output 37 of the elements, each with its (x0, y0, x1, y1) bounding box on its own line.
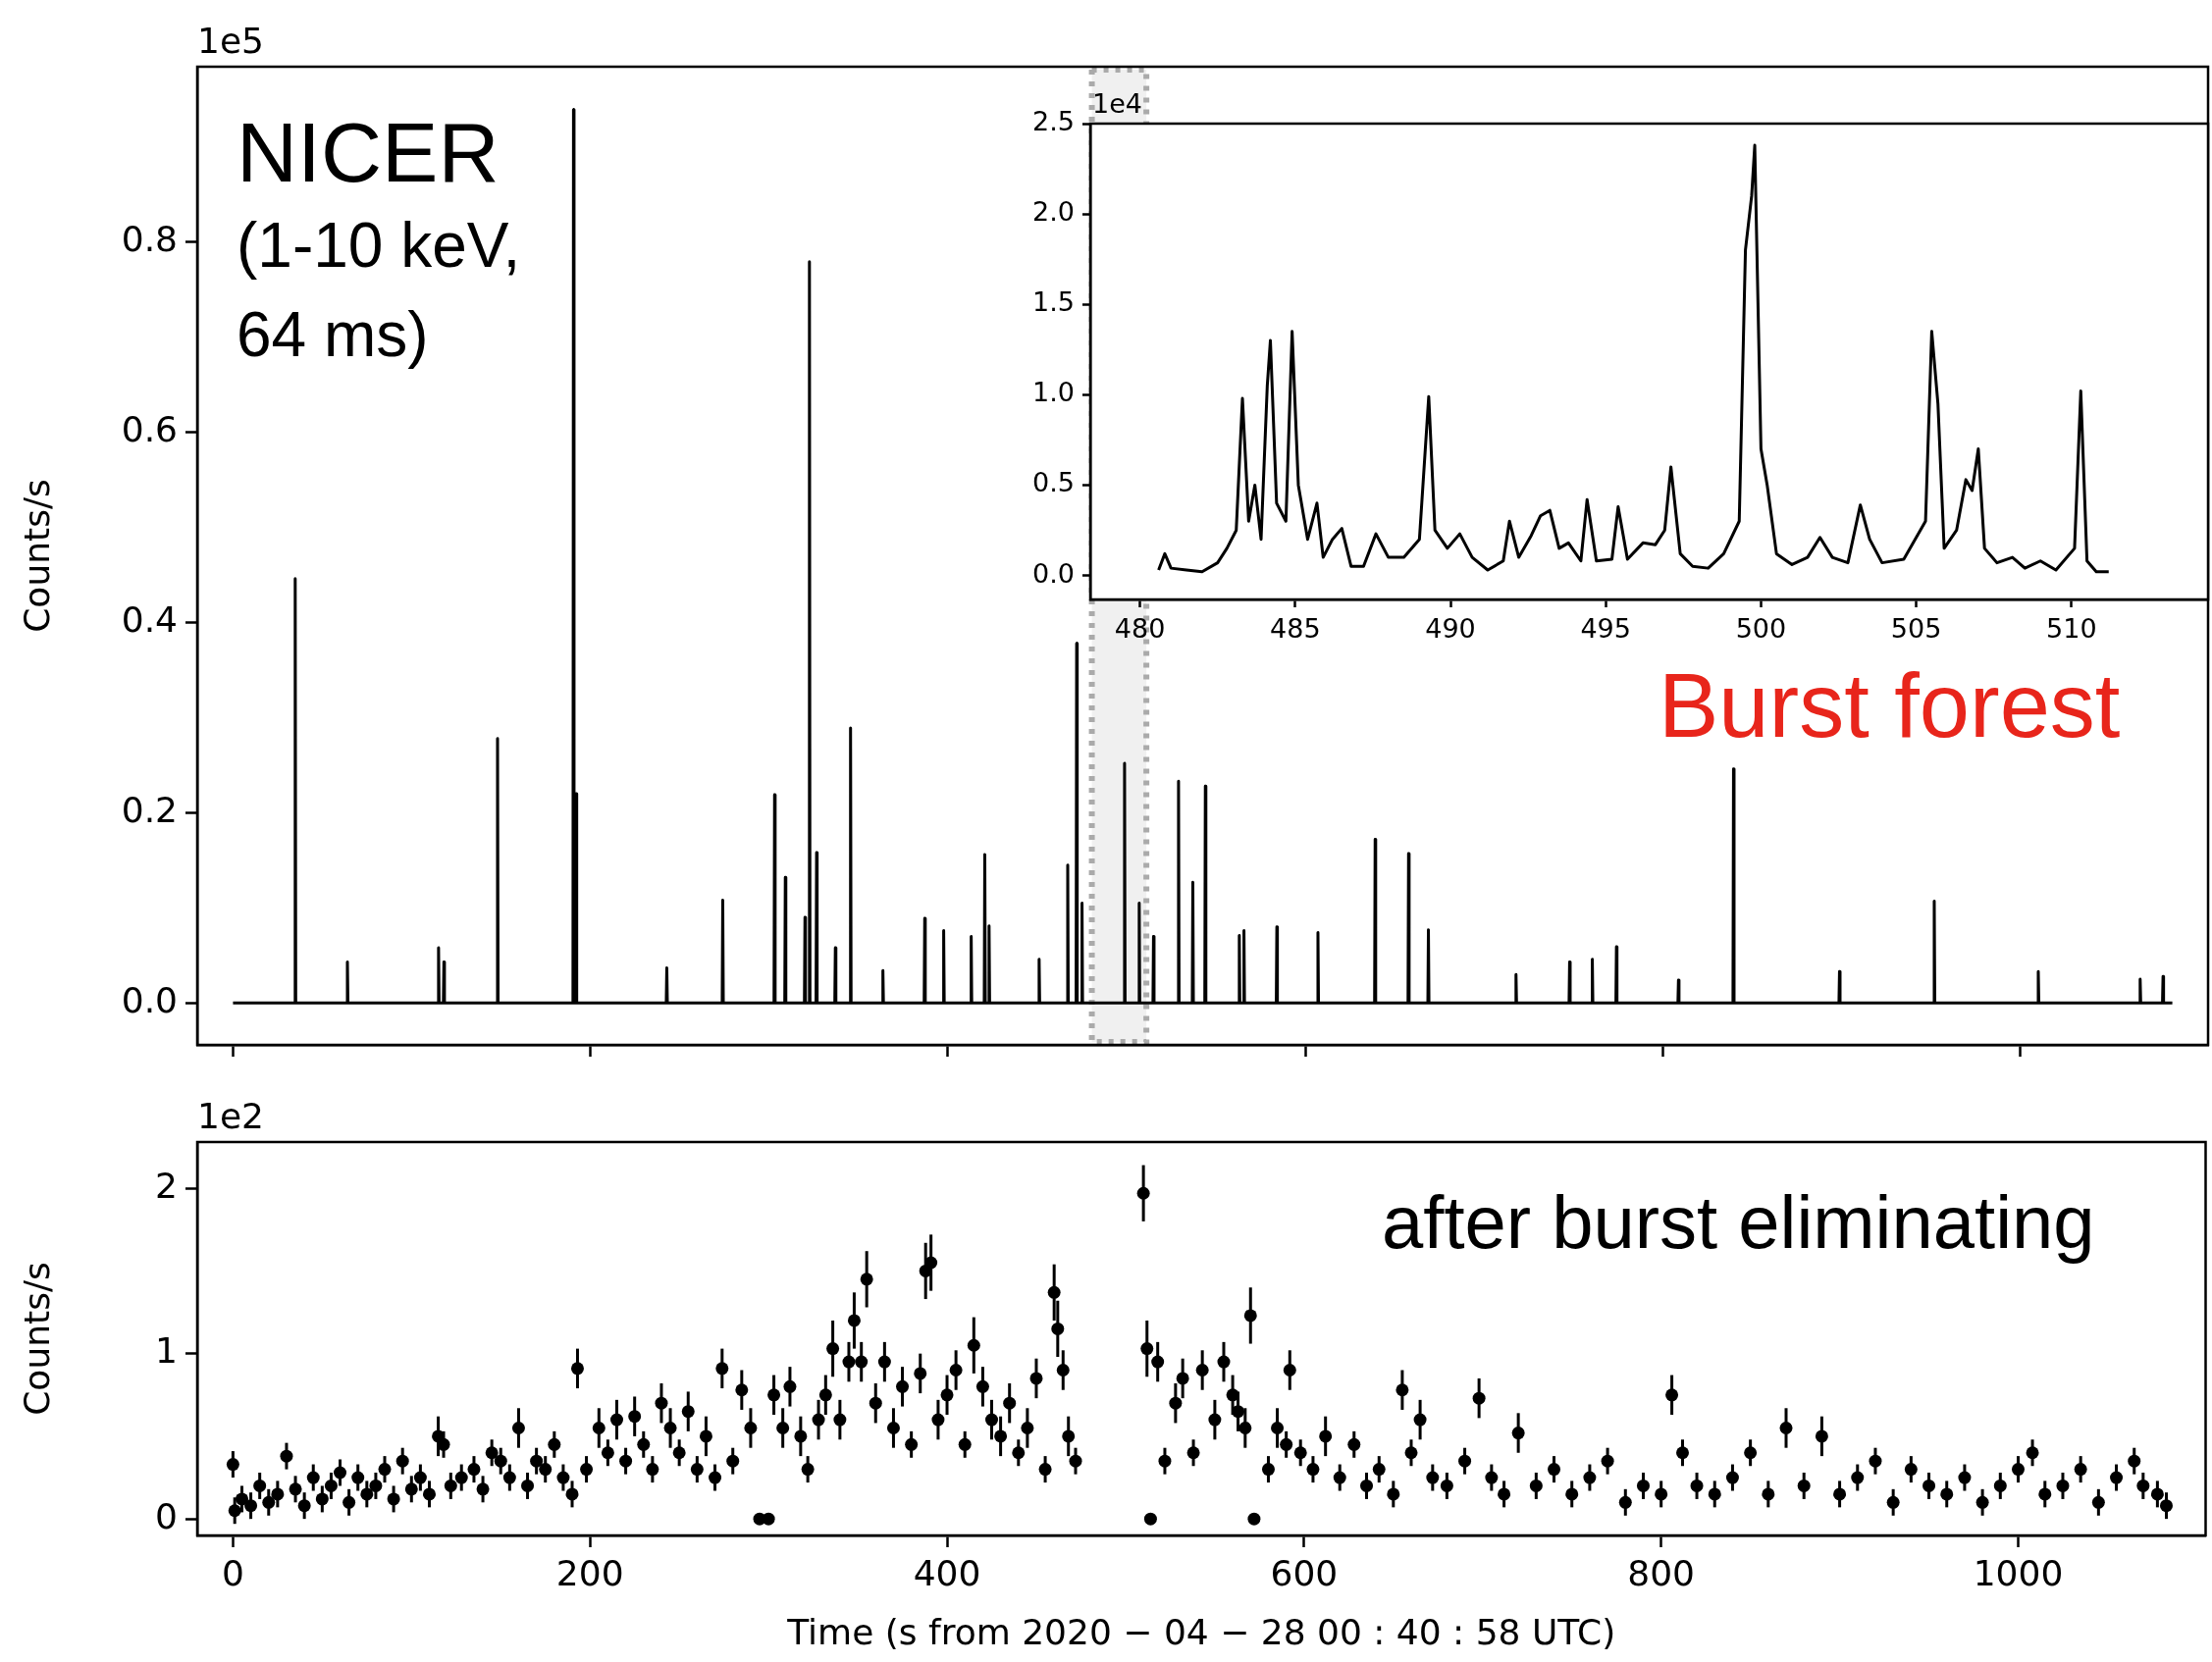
y-tick-label: 0.0 (121, 979, 178, 1020)
y-tick-label: 0 (155, 1495, 178, 1536)
y-tick-label: 1 (155, 1330, 178, 1372)
x-tick-label: 0 (221, 1552, 244, 1593)
y-tick-label: 1.0 (1032, 377, 1075, 408)
x-tick-label: 200 (555, 1552, 624, 1593)
y-tick-label: 0.4 (121, 598, 178, 640)
x-tick-label: 510 (2046, 613, 2097, 645)
y-tick-label: 2 (155, 1165, 178, 1206)
x-tick-label: 400 (913, 1552, 981, 1593)
y-tick-label: 0.0 (1032, 557, 1075, 589)
text: 1e2 (197, 1095, 264, 1138)
y-axis-title: Counts/s (16, 479, 57, 633)
annotation: 1e4 (1092, 88, 1142, 121)
x-tick-label: 500 (1735, 613, 1787, 645)
y-axis-title: Counts/s (16, 1262, 57, 1416)
x-tick-label: 485 (1270, 613, 1321, 645)
y-tick-label: 2.5 (1032, 106, 1075, 137)
x-tick-label: 480 (1114, 613, 1166, 645)
x-tick-label: 495 (1580, 613, 1631, 645)
x-tick-label: 1000 (1973, 1552, 2064, 1593)
x-tick-label: 800 (1627, 1552, 1696, 1593)
annotation: NICER (237, 104, 500, 201)
y-tick-label: 0.5 (1032, 467, 1075, 498)
x-tick-label: 505 (1890, 613, 1942, 645)
annotation: after burst eliminating (1382, 1179, 2095, 1266)
y-tick-label: 0.6 (121, 408, 178, 449)
y-tick-label: 0.2 (121, 789, 178, 830)
x-tick-label: 490 (1425, 613, 1476, 645)
y-tick-label: 2.0 (1032, 196, 1075, 228)
annotation: Burst forest (1659, 654, 2121, 757)
y-tick-label: 0.8 (121, 218, 178, 259)
x-tick-label: 600 (1270, 1552, 1339, 1593)
x-axis-title: Time (s from 2020 − 04 − 28 00 : 40 : 58 UTC) (786, 1611, 1616, 1652)
y-tick-label: 1.5 (1032, 286, 1075, 318)
annotation: (1-10 keV, 64 ms) (237, 209, 522, 372)
text: 1e5 (197, 20, 264, 63)
